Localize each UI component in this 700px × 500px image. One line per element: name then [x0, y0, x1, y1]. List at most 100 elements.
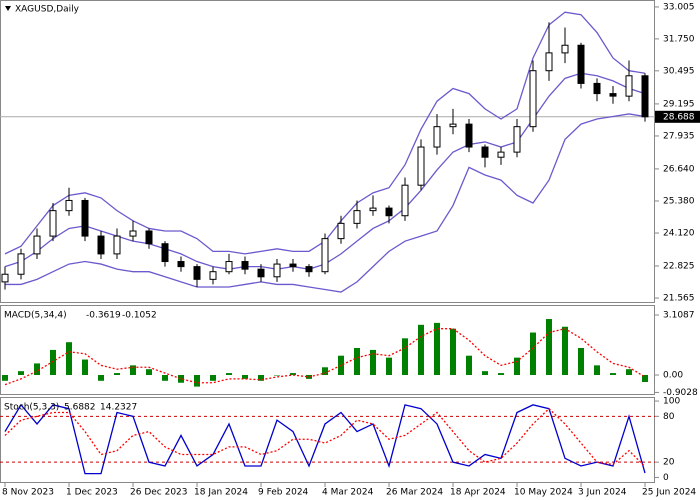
candle-body — [129, 230, 137, 237]
macd-bar — [450, 328, 456, 376]
x-tick-label: 25 Jun 2024 — [642, 488, 696, 498]
macd-bar — [2, 375, 8, 381]
macd-bar — [418, 324, 424, 376]
macd-bar — [50, 349, 56, 376]
y-tick-label: 0 — [663, 473, 669, 483]
x-tick-label: 3 Jun 2024 — [578, 488, 627, 498]
macd-bar — [274, 375, 280, 376]
last-price-label: 28.688 — [663, 112, 695, 122]
candle-body — [449, 123, 457, 128]
indicator-value: 14.2327 — [100, 403, 137, 413]
macd-signal — [4, 327, 646, 386]
macd-bar — [338, 355, 344, 376]
candle-body — [33, 235, 41, 255]
y-tick-label: 22.825 — [663, 261, 695, 271]
stoch-line — [4, 407, 646, 468]
macd-bar — [242, 375, 248, 379]
x-tick-label: 18 Apr 2024 — [450, 488, 506, 498]
candle-body — [369, 207, 377, 212]
indicator-title: MACD(5,34,4) — [4, 311, 67, 321]
candle-body — [385, 207, 393, 217]
candle-body — [161, 243, 169, 263]
y-tick-label: 27.935 — [663, 131, 695, 141]
y-tick-label: 25.380 — [663, 196, 695, 206]
candle-body — [625, 75, 633, 97]
macd-bar — [162, 375, 168, 381]
candle-body — [97, 235, 105, 255]
macd-panel — [0, 305, 655, 395]
y-tick-label: 31.750 — [663, 34, 695, 44]
macd-bar — [626, 369, 632, 376]
x-tick-label: 4 Mar 2024 — [322, 488, 374, 498]
macd-bar — [130, 365, 136, 376]
x-tick-label: 18 Jan 2024 — [194, 488, 248, 498]
macd-bar — [258, 375, 264, 381]
candle-body — [529, 70, 537, 128]
macd-bar — [18, 371, 24, 376]
y-tick-label: 21.565 — [663, 294, 695, 304]
candle-body — [545, 52, 553, 72]
macd-bar — [498, 373, 504, 376]
candle-body — [561, 44, 569, 54]
candle-body — [497, 151, 505, 158]
y-tick-label: 100 — [663, 397, 680, 407]
macd-bar — [194, 375, 200, 387]
macd-bar — [178, 375, 184, 383]
candle-body — [305, 266, 313, 273]
candle-body — [225, 261, 233, 273]
y-tick-label: -0.9028 — [663, 388, 698, 398]
last-price-box — [655, 110, 700, 123]
candle-body — [641, 75, 649, 118]
x-tick-label: 8 Nov 2023 — [2, 488, 54, 498]
macd-bar — [114, 373, 120, 376]
candle-body — [145, 230, 153, 245]
candle-body — [257, 268, 265, 278]
macd-bar — [354, 347, 360, 376]
y-tick-label: 26.640 — [663, 164, 695, 174]
stoch-line — [4, 403, 646, 475]
candle-body — [433, 126, 441, 148]
candle-body — [17, 253, 25, 275]
y-tick-label: 24.120 — [663, 229, 695, 239]
menu-arrow — [5, 6, 11, 11]
candle-body — [193, 266, 201, 280]
macd-bar — [610, 373, 616, 376]
indicator-value: -0.1052 — [122, 311, 157, 321]
x-tick-label: 26 Mar 2024 — [386, 488, 443, 498]
candle-body — [577, 44, 585, 84]
macd-bar — [434, 322, 440, 376]
macd-bar — [530, 332, 536, 376]
macd-bar — [98, 375, 104, 381]
candle-body — [65, 199, 73, 212]
macd-bar — [594, 365, 600, 376]
macd-bar — [370, 349, 376, 376]
candle-body — [337, 222, 345, 240]
macd-bar — [402, 338, 408, 376]
macd-bar — [210, 375, 216, 381]
candle-body — [209, 271, 217, 280]
macd-bar — [642, 375, 648, 382]
x-tick-label: 9 Feb 2024 — [258, 488, 309, 498]
y-tick-label: 29.195 — [663, 99, 695, 109]
macd-bar — [482, 371, 488, 376]
candle-body — [481, 146, 489, 158]
x-tick-label: 1 Dec 2023 — [66, 488, 118, 498]
macd-bar — [146, 369, 152, 376]
candle-body — [289, 263, 297, 268]
candle-body — [513, 126, 521, 153]
candle-body — [241, 261, 249, 270]
candle-body — [1, 273, 9, 283]
candle-body — [609, 93, 617, 97]
candle-body — [81, 199, 89, 237]
y-tick-label: 80 — [663, 412, 675, 422]
macd-bar — [386, 357, 392, 376]
indicator-value: 5.6882 — [64, 403, 96, 413]
y-tick-label: 30.495 — [663, 66, 695, 76]
price-panel — [0, 0, 655, 303]
chart-title: XAGUSD,Daily — [15, 5, 80, 15]
candle-body — [417, 146, 425, 186]
candle-body — [353, 210, 361, 224]
macd-bar — [578, 347, 584, 376]
y-tick-label: 33.005 — [663, 2, 695, 12]
